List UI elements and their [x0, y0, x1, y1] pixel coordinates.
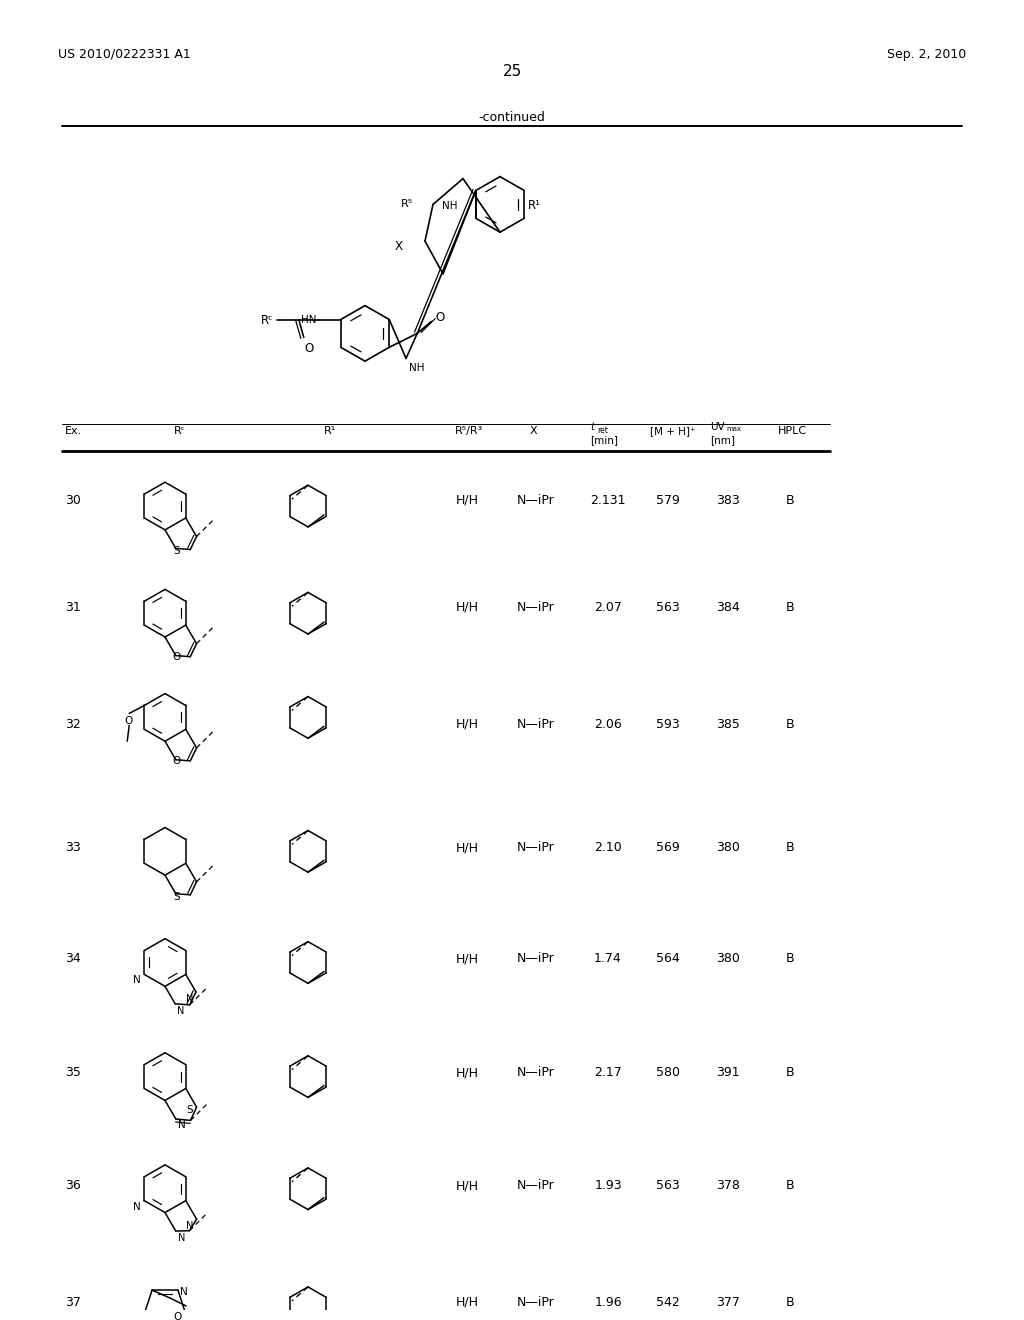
- Text: N—iPr: N—iPr: [517, 718, 555, 730]
- Text: [min]: [min]: [590, 434, 618, 445]
- Text: 33: 33: [65, 841, 81, 854]
- Text: HPLC: HPLC: [778, 425, 807, 436]
- Text: R¹: R¹: [324, 425, 336, 436]
- Text: O: O: [435, 312, 444, 323]
- Text: Rᶜ: Rᶜ: [174, 425, 186, 436]
- Text: N—iPr: N—iPr: [517, 841, 555, 854]
- Text: Ex.: Ex.: [65, 425, 82, 436]
- Text: HN: HN: [301, 315, 316, 326]
- Text: O: O: [173, 756, 181, 766]
- Text: [M + H]⁺: [M + H]⁺: [650, 425, 695, 436]
- Text: B: B: [785, 1179, 795, 1192]
- Text: US 2010/0222331 A1: US 2010/0222331 A1: [58, 48, 190, 61]
- Text: H/H: H/H: [456, 494, 478, 507]
- Text: 378: 378: [716, 1179, 740, 1192]
- Text: 580: 580: [656, 1067, 680, 1080]
- Text: N—iPr: N—iPr: [517, 494, 555, 507]
- Text: UV: UV: [710, 421, 725, 432]
- Text: B: B: [785, 1067, 795, 1080]
- Text: 2.07: 2.07: [594, 601, 622, 614]
- Text: O: O: [173, 652, 181, 661]
- Text: 1.96: 1.96: [594, 1296, 622, 1309]
- Text: max: max: [726, 425, 741, 432]
- Text: R¹: R¹: [528, 199, 542, 213]
- Text: H/H: H/H: [456, 1179, 478, 1192]
- Text: H/H: H/H: [456, 952, 478, 965]
- Text: N—iPr: N—iPr: [517, 952, 555, 965]
- Text: 383: 383: [716, 494, 740, 507]
- Text: O: O: [174, 1312, 182, 1320]
- Text: NH: NH: [409, 363, 425, 374]
- Text: N: N: [133, 1201, 141, 1212]
- Text: ret: ret: [597, 425, 608, 434]
- Text: 35: 35: [65, 1067, 81, 1080]
- Text: 2.131: 2.131: [590, 494, 626, 507]
- Text: Sep. 2, 2010: Sep. 2, 2010: [887, 48, 966, 61]
- Text: B: B: [785, 952, 795, 965]
- Text: O: O: [124, 717, 132, 726]
- Text: 385: 385: [716, 718, 740, 730]
- Text: 1.93: 1.93: [594, 1179, 622, 1192]
- Text: B: B: [785, 718, 795, 730]
- Text: R⁵/R³: R⁵/R³: [455, 425, 483, 436]
- Text: H/H: H/H: [456, 601, 478, 614]
- Text: N: N: [178, 1119, 185, 1130]
- Text: N: N: [185, 994, 193, 1005]
- Text: 380: 380: [716, 952, 740, 965]
- Text: 2.10: 2.10: [594, 841, 622, 854]
- Text: 564: 564: [656, 952, 680, 965]
- Text: Rᶜ: Rᶜ: [261, 314, 273, 327]
- Text: N: N: [178, 1233, 185, 1243]
- Text: S: S: [186, 1105, 193, 1115]
- Text: 384: 384: [716, 601, 740, 614]
- Text: NH: NH: [442, 202, 458, 211]
- Text: B: B: [785, 494, 795, 507]
- Text: 2.06: 2.06: [594, 718, 622, 730]
- Text: X: X: [529, 425, 537, 436]
- Text: H/H: H/H: [456, 1067, 478, 1080]
- Text: H/H: H/H: [456, 1296, 478, 1309]
- Text: N—iPr: N—iPr: [517, 1296, 555, 1309]
- Text: N: N: [177, 1006, 184, 1016]
- Text: 542: 542: [656, 1296, 680, 1309]
- Text: N: N: [186, 1221, 194, 1232]
- Text: [nm]: [nm]: [710, 434, 735, 445]
- Text: 563: 563: [656, 601, 680, 614]
- Text: S: S: [173, 546, 180, 557]
- Text: N: N: [133, 975, 141, 985]
- Text: 380: 380: [716, 841, 740, 854]
- Text: 593: 593: [656, 718, 680, 730]
- Text: N—iPr: N—iPr: [517, 601, 555, 614]
- Text: S: S: [173, 892, 180, 902]
- Text: 30: 30: [65, 494, 81, 507]
- Text: -continued: -continued: [478, 111, 546, 124]
- Text: 1.74: 1.74: [594, 952, 622, 965]
- Text: 36: 36: [65, 1179, 81, 1192]
- Text: H/H: H/H: [456, 841, 478, 854]
- Text: 25: 25: [503, 65, 521, 79]
- Text: X: X: [395, 239, 403, 252]
- Text: 377: 377: [716, 1296, 740, 1309]
- Text: 32: 32: [65, 718, 81, 730]
- Text: 31: 31: [65, 601, 81, 614]
- Text: N: N: [180, 1287, 187, 1298]
- Text: N—iPr: N—iPr: [517, 1179, 555, 1192]
- Text: 569: 569: [656, 841, 680, 854]
- Text: B: B: [785, 601, 795, 614]
- Text: B: B: [785, 1296, 795, 1309]
- Text: O: O: [305, 342, 314, 355]
- Text: 579: 579: [656, 494, 680, 507]
- Text: N—iPr: N—iPr: [517, 1067, 555, 1080]
- Text: t: t: [590, 421, 594, 432]
- Text: 563: 563: [656, 1179, 680, 1192]
- Text: 391: 391: [716, 1067, 739, 1080]
- Text: 2.17: 2.17: [594, 1067, 622, 1080]
- Text: B: B: [785, 841, 795, 854]
- Text: 34: 34: [65, 952, 81, 965]
- Text: R⁵: R⁵: [400, 199, 413, 210]
- Text: 37: 37: [65, 1296, 81, 1309]
- Text: H/H: H/H: [456, 718, 478, 730]
